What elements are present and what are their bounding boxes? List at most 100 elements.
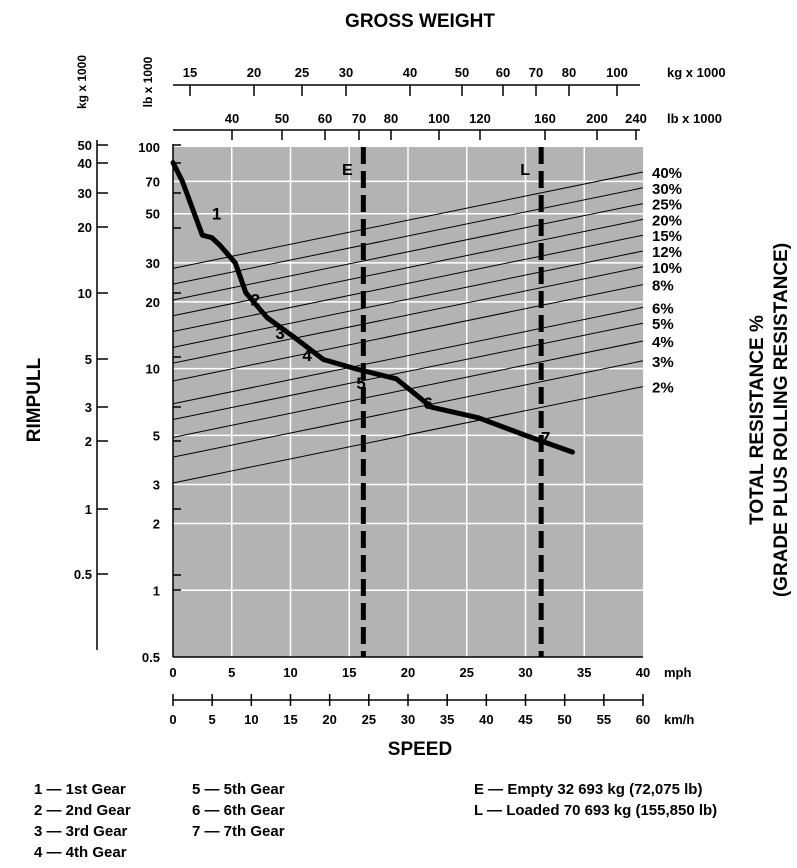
kg-tick-label: 20 — [247, 65, 261, 80]
mph-tick-label: 20 — [401, 665, 415, 680]
gear-legend-col1: 1 — 1st Gear 2 — 2nd Gear 3 — 3rd Gear 4… — [34, 779, 131, 863]
weight-marker-label: L — [520, 162, 530, 179]
gear-legend-col2: 5 — 5th Gear 6 — 6th Gear 7 — 7th Gear — [192, 779, 285, 842]
lb-tick-label: 40 — [225, 111, 239, 126]
inner-y-tick-label: 50 — [146, 207, 160, 222]
lb-tick-label: 200 — [586, 111, 608, 126]
rimpull-kg-tick-label: 2 — [85, 434, 92, 449]
resistance-label: 25% — [652, 197, 682, 214]
rimpull-kg-tick-label: 30 — [78, 186, 92, 201]
rimpull-kg-tick-label: 1 — [85, 502, 92, 517]
legend-item: 2 — 2nd Gear — [34, 802, 131, 819]
gear-label: 5 — [356, 374, 365, 393]
kg-tick-label: 100 — [606, 65, 628, 80]
kmh-tick-label: 0 — [169, 712, 176, 727]
mph-tick-label: 5 — [228, 665, 235, 680]
weight-legend: E — Empty 32 693 kg (72,075 lb) L — Load… — [474, 779, 717, 821]
kmh-tick-label: 55 — [597, 712, 611, 727]
mph-tick-label: 25 — [460, 665, 474, 680]
resistance-label: 12% — [652, 244, 682, 261]
resistance-line — [172, 171, 644, 269]
legend-item: 6 — 6th Gear — [192, 802, 285, 819]
rimpull-kg-tick-label: 3 — [85, 400, 92, 415]
lb-tick-label: 120 — [469, 111, 491, 126]
kg-tick-label: 50 — [455, 65, 469, 80]
weight-marker-label: E — [342, 162, 353, 179]
resistance-line — [172, 386, 644, 484]
resistance-label: 10% — [652, 260, 682, 277]
resistance-line — [172, 234, 644, 333]
inner-y-tick-label: 100 — [138, 140, 160, 155]
chart-title: GROSS WEIGHT — [345, 11, 495, 32]
rimpull-kg-axis-title: kg x 1000 — [75, 55, 89, 109]
kg-tick-label: 25 — [295, 65, 309, 80]
kmh-tick-label: 5 — [209, 712, 216, 727]
mph-tick-label: 30 — [518, 665, 532, 680]
resistance-line — [172, 250, 644, 348]
gear-label: 3 — [275, 324, 284, 343]
lb-tick-label: 80 — [384, 111, 398, 126]
mph-tick-label: 15 — [342, 665, 356, 680]
lb-tick-label: 60 — [318, 111, 332, 126]
kmh-tick-label: 20 — [322, 712, 336, 727]
resistance-label: 30% — [652, 181, 682, 198]
resistance-label: 15% — [652, 228, 682, 245]
kg-tick-label: 60 — [496, 65, 510, 80]
resistance-label: 20% — [652, 212, 682, 229]
kmh-tick-label: 40 — [479, 712, 493, 727]
mph-tick-label: 0 — [169, 665, 176, 680]
mph-tick-label: 35 — [577, 665, 591, 680]
resistance-label: 3% — [652, 354, 674, 371]
kmh-tick-label: 10 — [244, 712, 258, 727]
legend-item: 5 — 5th Gear — [192, 781, 285, 798]
kmh-tick-label: 25 — [362, 712, 376, 727]
resistance-line — [172, 360, 644, 458]
resistance-label: 40% — [652, 165, 682, 182]
inner-y-tick-label: 0.5 — [142, 650, 160, 665]
inner-y-tick-label: 2 — [153, 517, 160, 532]
y-axis-title: RIMPULL — [24, 357, 45, 442]
rimpull-kg-tick-label: 10 — [78, 286, 92, 301]
legend-item: 4 — 4th Gear — [34, 844, 127, 861]
mph-unit: mph — [664, 665, 692, 680]
inner-y-tick-label: 10 — [146, 362, 160, 377]
rimpull-kg-tick-label: 40 — [78, 156, 92, 171]
rimpull-curve — [170, 160, 575, 455]
kg-tick-label: 80 — [562, 65, 576, 80]
rimpull-kg-tick-label: 20 — [78, 220, 92, 235]
lb-tick-label: 70 — [352, 111, 366, 126]
rimpull-kg-tick-label: 5 — [85, 352, 92, 367]
resistance-line — [172, 187, 644, 285]
kmh-tick-label: 35 — [440, 712, 454, 727]
mph-tick-label: 10 — [283, 665, 297, 680]
gross-weight-kg-unit: kg x 1000 — [667, 65, 726, 80]
kmh-tick-label: 30 — [401, 712, 415, 727]
gear-label: 1 — [212, 205, 221, 224]
kmh-tick-label: 60 — [636, 712, 650, 727]
resistance-line — [172, 306, 644, 405]
inner-y-tick-label: 20 — [146, 295, 160, 310]
gear-label: 6 — [423, 394, 432, 413]
legend-item: L — Loaded 70 693 kg (155,850 lb) — [474, 802, 718, 819]
legend-item: 7 — 7th Gear — [192, 823, 285, 840]
resistance-label: 5% — [652, 316, 674, 333]
resistance-line — [172, 266, 644, 364]
kg-tick-label: 15 — [183, 65, 197, 80]
mph-tick-label: 40 — [636, 665, 650, 680]
inner-y-tick-label: 1 — [153, 583, 160, 598]
right-axis-title-line1: TOTAL RESISTANCE % — [747, 315, 768, 525]
kmh-tick-label: 15 — [283, 712, 297, 727]
resistance-label: 4% — [652, 334, 674, 351]
lb-tick-label: 160 — [534, 111, 556, 126]
inner-y-tick-label: 5 — [153, 428, 160, 443]
right-axis-title-line2: (GRADE PLUS ROLLING RESISTANCE) — [771, 243, 792, 597]
inner-y-tick-label: 70 — [146, 174, 160, 189]
resistance-lines: 40%30%25%20%15%12%10%8% 6%5%4% 3% 2% — [172, 165, 682, 484]
rimpull-kg-tick-label: 0.5 — [74, 567, 92, 582]
kg-tick-label: 30 — [339, 65, 353, 80]
kg-tick-label: 70 — [529, 65, 543, 80]
lb-tick-label: 240 — [625, 111, 647, 126]
